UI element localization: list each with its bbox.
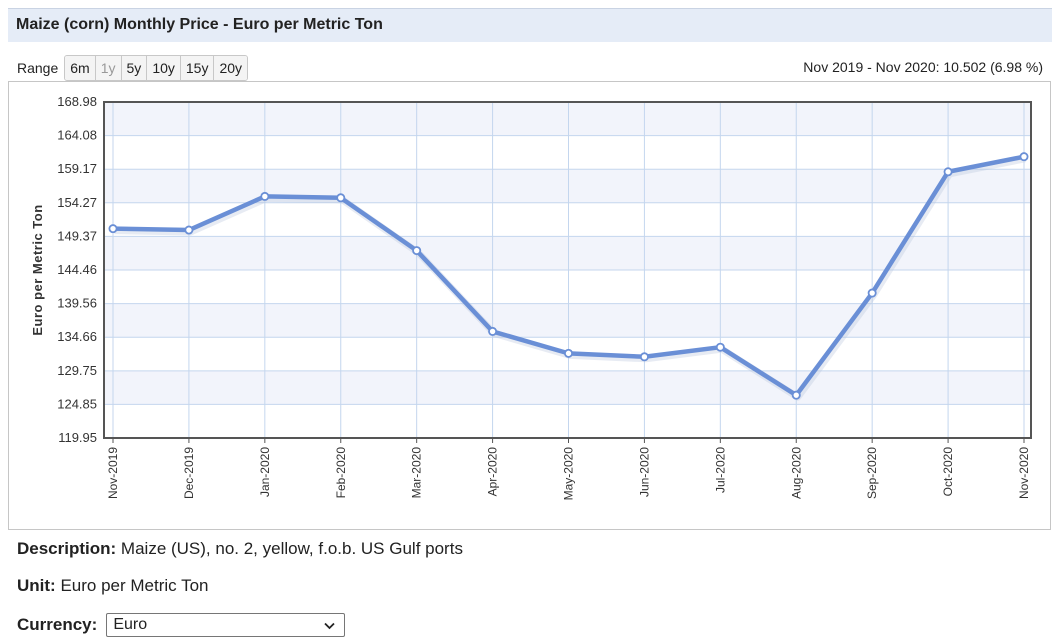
y-tick-label: 154.27 <box>57 195 97 210</box>
x-tick-label: Feb-2020 <box>334 447 348 499</box>
page-title: Maize (corn) Monthly Price - Euro per Me… <box>8 8 1052 42</box>
chart-container: 119.95 124.85 129.75 134.66 139.56 144.46 149.… <box>8 81 1051 530</box>
plot-band <box>104 236 1031 271</box>
range-6m-button[interactable]: 6m <box>65 56 96 80</box>
description-value: Maize (US), no. 2, yellow, f.o.b. US Gul… <box>120 539 463 558</box>
chevron-down-icon <box>324 622 335 629</box>
x-tick-label: Oct-2020 <box>941 447 955 497</box>
price-line-chart: 119.95 124.85 129.75 134.66 139.56 144.46 149.… <box>30 94 1032 501</box>
x-tick-label: Dec-2019 <box>182 447 196 499</box>
x-tick-label: Sep-2020 <box>865 447 879 499</box>
y-tick-label: 149.37 <box>57 228 97 243</box>
unit-row: Unit: Euro per Metric Ton <box>17 576 208 596</box>
page-title-text: Maize (corn) Monthly Price - Euro per Me… <box>16 16 383 33</box>
data-point <box>336 193 346 203</box>
y-tick-label: 139.56 <box>57 296 97 311</box>
plot-border <box>103 101 1032 439</box>
data-point <box>564 348 574 358</box>
x-tick-label: Jan-2020 <box>258 447 272 497</box>
description-row: Description: Maize (US), no. 2, yellow, … <box>17 539 463 559</box>
y-tick-label: 168.98 <box>57 94 97 109</box>
data-point <box>1019 152 1029 162</box>
x-tick-label: Nov-2019 <box>106 447 120 499</box>
y-tick-label: 129.75 <box>57 363 97 378</box>
currency-selected-value: Euro <box>113 616 148 633</box>
y-tick-label: 124.85 <box>57 396 97 411</box>
data-point <box>943 167 953 177</box>
plot-band <box>104 102 1031 136</box>
currency-select[interactable]: Euro <box>106 613 346 637</box>
y-tick-label: 144.46 <box>57 262 97 277</box>
y-axis-label: Euro per Metric Ton <box>30 204 45 335</box>
x-tick-label: May-2020 <box>562 447 576 501</box>
data-point <box>412 246 422 256</box>
data-point <box>488 326 498 336</box>
range-10y-button[interactable]: 10y <box>147 56 181 80</box>
x-tick-label: Nov-2020 <box>1017 447 1031 499</box>
price-change-summary: Nov 2019 - Nov 2020: 10.502 (6.98 %) <box>803 59 1043 75</box>
plot-band <box>104 303 1031 338</box>
x-tick-label: Jul-2020 <box>713 447 727 493</box>
range-1y-button[interactable]: 1y <box>95 56 122 80</box>
x-tick-label: Apr-2020 <box>486 447 500 497</box>
y-tick-label: 119.95 <box>58 430 97 445</box>
currency-row: Currency: Euro <box>17 613 346 637</box>
range-5y-button[interactable]: 5y <box>121 56 148 80</box>
x-tick-label: Aug-2020 <box>789 447 803 499</box>
data-point <box>867 288 877 298</box>
y-tick-label: 164.08 <box>57 128 97 143</box>
unit-label: Unit: <box>17 576 56 595</box>
range-label: Range <box>17 60 59 76</box>
description-label: Description: <box>17 539 117 558</box>
range-selector: Range 6m 1y 5y 10y 15y 20y <box>17 55 249 81</box>
unit-value: Euro per Metric Ton <box>60 576 209 595</box>
data-point <box>791 390 801 400</box>
plot-band <box>104 370 1031 405</box>
data-point <box>715 342 725 352</box>
data-point <box>184 225 194 235</box>
range-15y-button[interactable]: 15y <box>180 56 215 80</box>
data-point <box>639 352 649 362</box>
currency-label: Currency: <box>17 615 98 634</box>
range-20y-button[interactable]: 20y <box>214 56 248 80</box>
data-point <box>108 224 118 234</box>
range-button-group: 6m 1y 5y 10y 15y 20y <box>64 55 249 81</box>
x-tick-label: Mar-2020 <box>410 447 424 499</box>
data-point <box>260 191 270 201</box>
plot-band <box>104 169 1031 203</box>
x-tick-label: Jun-2020 <box>637 447 651 497</box>
y-tick-label: 134.66 <box>57 329 97 344</box>
y-tick-label: 159.17 <box>57 161 97 176</box>
